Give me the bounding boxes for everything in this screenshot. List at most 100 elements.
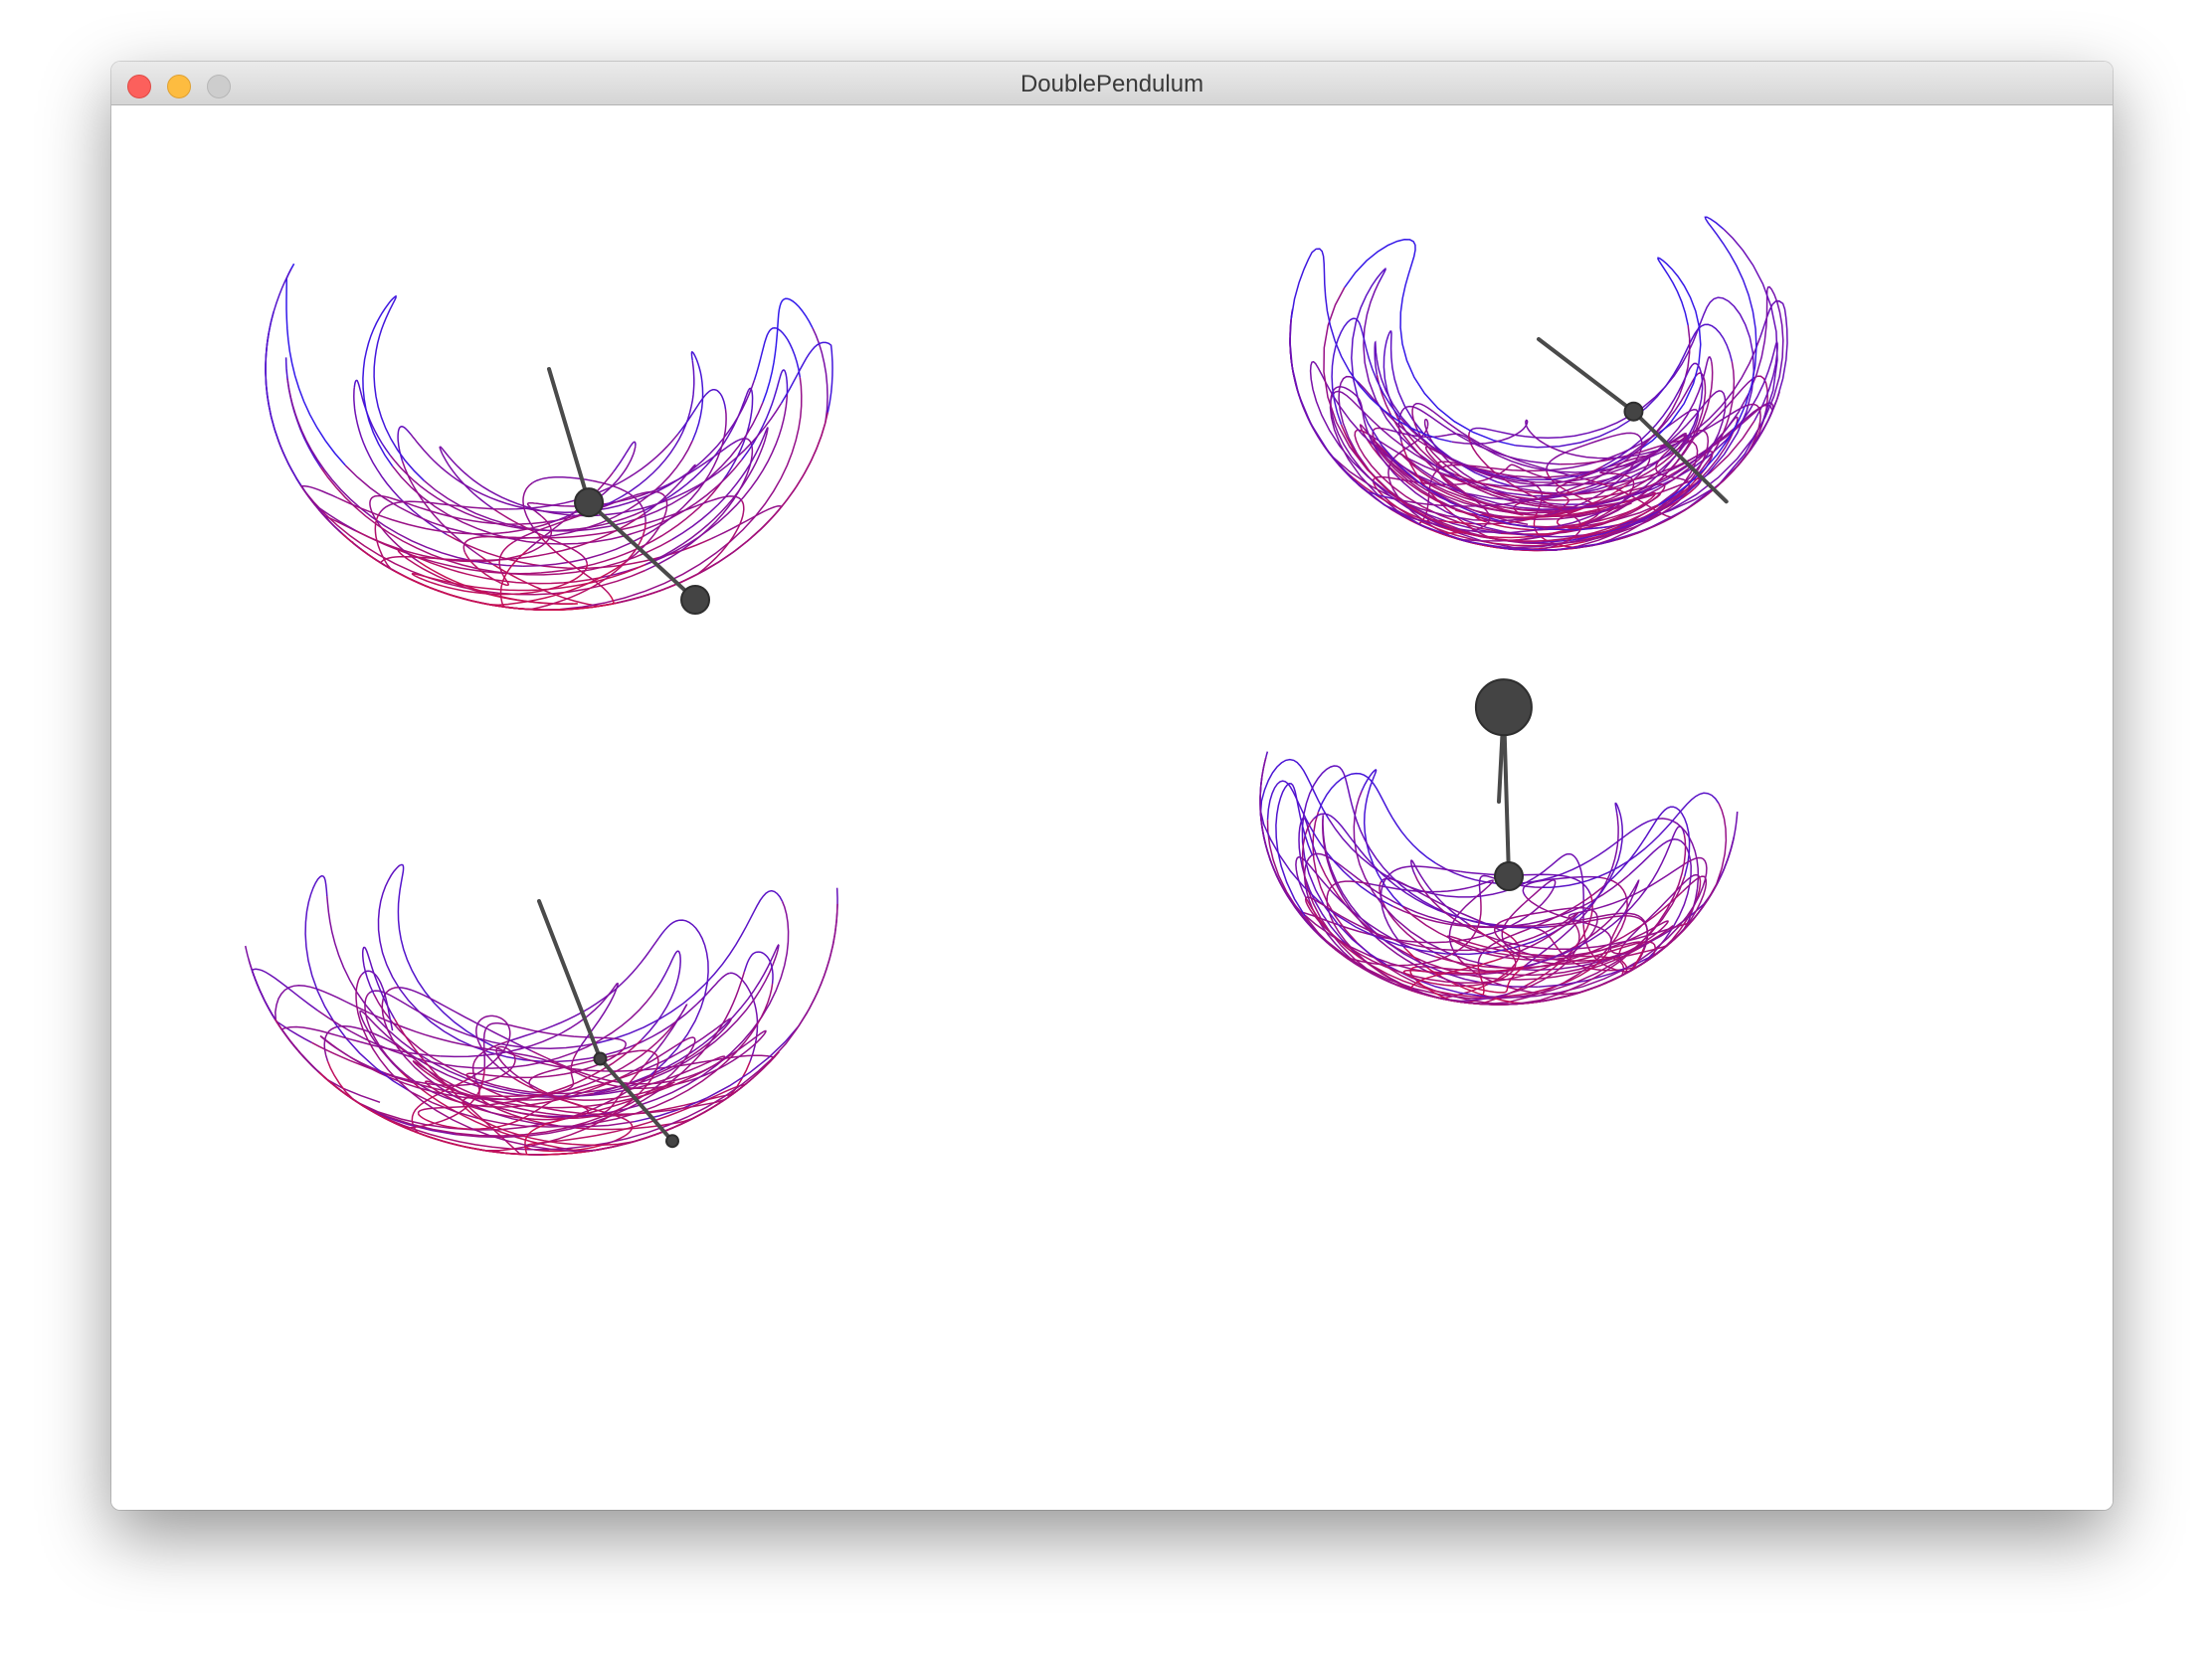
trail-segment xyxy=(1343,773,1550,929)
pendulum-bob-2[interactable] xyxy=(680,585,711,616)
close-button[interactable] xyxy=(127,75,151,98)
trail-segment xyxy=(522,481,539,535)
trail-segment xyxy=(1402,966,1525,987)
trail-segment xyxy=(513,1049,659,1150)
trail-segment xyxy=(1658,216,1757,506)
trail-segment xyxy=(1298,817,1369,964)
pendulum-bob-1[interactable] xyxy=(593,1051,608,1066)
trail-segment xyxy=(1272,867,1334,949)
trail-segment xyxy=(689,1029,767,1082)
trail-segment xyxy=(1303,852,1392,984)
trail-segment xyxy=(506,937,660,1042)
trail-segment xyxy=(1351,391,1447,513)
trail-segment xyxy=(531,1050,688,1085)
trail-segment xyxy=(1380,865,1461,950)
trail-segment xyxy=(590,490,660,513)
trail-segment xyxy=(417,1113,528,1130)
pendulum-bob-2[interactable] xyxy=(665,1134,680,1149)
trail-segment xyxy=(1340,424,1659,542)
trail-segment xyxy=(500,574,509,587)
trail-segment xyxy=(1562,340,1778,506)
trail-segment xyxy=(537,1088,634,1142)
trail-segment xyxy=(729,972,759,1062)
trail-segment xyxy=(592,479,646,522)
trail-segment xyxy=(1451,922,1517,988)
pendulum-bob-2[interactable] xyxy=(1493,861,1524,892)
trail-segment xyxy=(244,945,457,1136)
trail-segment xyxy=(1266,780,1393,907)
trail-segment xyxy=(645,438,754,572)
trail-segment xyxy=(1329,390,1455,538)
trail-segment xyxy=(392,459,743,545)
trail-segment xyxy=(1400,452,1577,512)
pendulum-arm-1 xyxy=(537,899,603,1061)
trail-segment xyxy=(381,987,635,1128)
trail-segment xyxy=(284,357,322,468)
trail-segment xyxy=(1353,791,1693,972)
trail-segment xyxy=(603,360,695,507)
trail-segment xyxy=(1387,426,1429,521)
pendulum-arm-2 xyxy=(1631,409,1729,504)
trail-segment xyxy=(1322,815,1539,988)
title-bar[interactable]: DoublePendulum xyxy=(111,62,2113,105)
trail-segment xyxy=(393,570,540,611)
trail-segment xyxy=(1304,803,1728,1006)
trail-segment xyxy=(1259,777,1395,986)
trail-segment xyxy=(1512,802,1624,949)
trail-segment xyxy=(677,389,727,435)
trail-segment xyxy=(1500,491,1657,536)
minimize-button[interactable] xyxy=(167,75,191,98)
trail-segment xyxy=(344,440,693,539)
trail-segment xyxy=(323,1024,395,1062)
trail-segment xyxy=(482,1022,520,1068)
trail-segment xyxy=(1423,418,1563,506)
trail-segment xyxy=(1453,473,1569,525)
trail-segment xyxy=(1549,915,1649,974)
trail-segment xyxy=(1469,336,1761,473)
trail-segment xyxy=(248,959,312,1043)
pendulum-bottom-left xyxy=(244,863,838,1156)
trail-segment xyxy=(1372,427,1641,521)
trail-segment xyxy=(513,510,592,543)
trail-segment xyxy=(644,389,750,511)
trail-segment xyxy=(498,541,514,576)
trail-segment xyxy=(522,409,727,567)
trail-segment xyxy=(1574,429,1710,550)
pendulum-arm-2 xyxy=(598,1056,675,1144)
trail-segment xyxy=(1621,873,1701,947)
trail-segment xyxy=(440,1053,732,1109)
trail-segment xyxy=(1501,911,1580,960)
pendulum-bob-1[interactable] xyxy=(1623,401,1644,422)
trail-segment xyxy=(540,972,730,1063)
trail-segment xyxy=(1317,772,1437,864)
zoom-button[interactable] xyxy=(207,75,231,98)
trail-segment xyxy=(1434,941,1656,969)
trail-segment xyxy=(741,369,789,461)
pendulum-bob-1[interactable] xyxy=(574,487,605,518)
trail-segment xyxy=(528,1049,640,1087)
trail-segment xyxy=(1493,913,1569,962)
trail-segment xyxy=(423,564,645,592)
trail-segment xyxy=(360,970,394,1031)
trail-segment xyxy=(1556,446,1682,495)
window-title: DoublePendulum xyxy=(1019,71,1204,97)
trail-segment xyxy=(1331,317,1401,426)
trail-segment xyxy=(1435,818,1658,885)
trail-segment xyxy=(649,919,709,1076)
pendulum-top-right xyxy=(1289,216,1788,552)
trail-segment xyxy=(576,982,619,1053)
trail-segment xyxy=(593,943,780,1094)
trail-segment xyxy=(423,402,764,532)
pendulum-bob-1[interactable] xyxy=(1474,678,1533,737)
trail-segment xyxy=(1567,863,1684,917)
trail-segment xyxy=(623,1055,726,1092)
pendulum-bottom-right xyxy=(1259,678,1739,1006)
trail-segment xyxy=(1330,899,1482,967)
trail-segment xyxy=(1328,819,1559,898)
trail-segment xyxy=(1607,806,1691,883)
trail-segment xyxy=(286,378,523,567)
trail-segment xyxy=(643,495,743,525)
trail-segment xyxy=(353,379,392,457)
trail-segment xyxy=(1630,257,1702,457)
simulation-canvas xyxy=(111,105,2113,1510)
